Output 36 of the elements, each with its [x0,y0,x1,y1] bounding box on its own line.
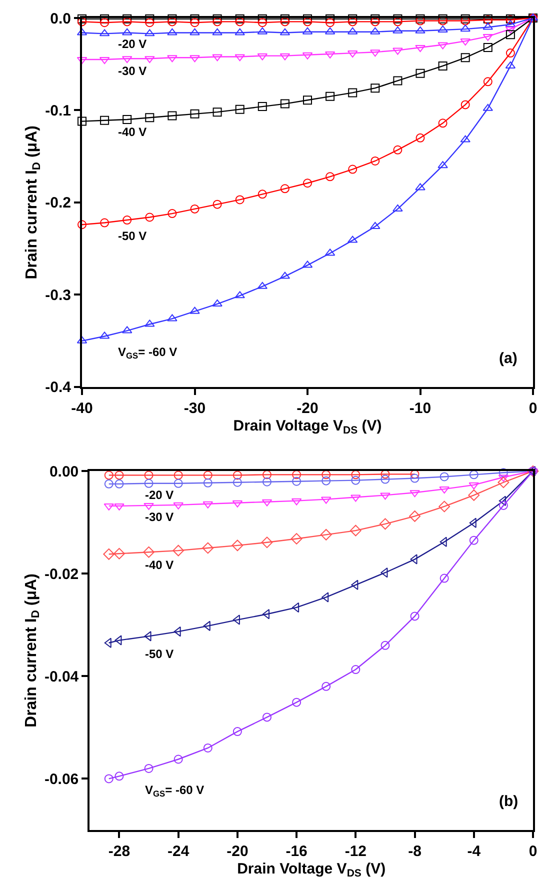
y-tick-label: -0.3 [45,286,71,304]
y-tick-label: -0.04 [44,668,80,686]
x-tick-label: -40 [71,400,93,417]
x-tick-label: 0 [528,400,538,417]
x-tick-label: -20 [296,400,318,417]
y-tick-label: -0.02 [44,566,79,583]
y-tick-label: -0.06 [44,770,79,788]
x-tick-label: -30 [184,400,206,417]
x-tick-label: -16 [286,843,308,860]
x-axis-title: Drain Voltage V$_{DS}$ (V) [237,860,386,880]
x-tick-label: -4 [467,843,482,860]
y-tick-label: -0.4 [45,379,72,396]
series-label: -20 V [145,488,174,502]
series-label: V$_{GS}$= -60 V [145,783,204,799]
annotation: (b) [499,793,518,810]
x-tick-label: 0 [528,843,538,860]
x-tick-label: -24 [167,843,190,860]
series-label: -50 V [118,229,147,243]
annotation: (a) [499,350,518,367]
x-tick-label: -10 [409,400,432,417]
series-label: -40 V [118,125,147,139]
series-label: -20 V [118,37,147,51]
y-tick-label: -0.2 [45,194,71,212]
series-label: -50 V [145,647,174,661]
x-tick-label: -28 [108,843,130,860]
x-axis-title: Drain Voltage V$_{DS}$ (V) [233,417,382,437]
series-label: V$_{GS}$= -60 V [118,345,178,361]
series-label: -40 V [145,558,174,572]
series-label: -30 V [118,64,147,78]
x-tick-label: -8 [408,843,422,860]
series-label: -30 V [145,510,174,524]
y-tick-label: 0.0 [50,10,71,28]
x-tick-label: -12 [344,843,367,860]
x-tick-label: -20 [226,843,248,860]
y-tick-label: 0.00 [49,463,79,480]
y-tick-label: -0.1 [45,102,71,120]
